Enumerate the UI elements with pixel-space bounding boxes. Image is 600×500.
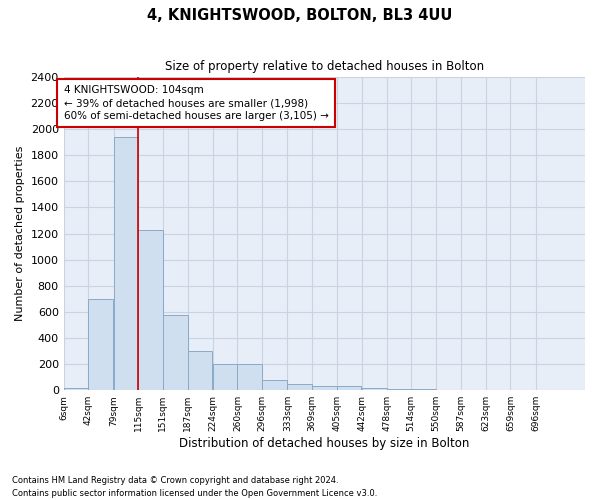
Bar: [88, 299, 113, 390]
Text: Contains HM Land Registry data © Crown copyright and database right 2024.
Contai: Contains HM Land Registry data © Crown c…: [12, 476, 377, 498]
Text: 4, KNIGHTSWOOD, BOLTON, BL3 4UU: 4, KNIGHTSWOOD, BOLTON, BL3 4UU: [148, 8, 452, 22]
Bar: [163, 315, 188, 390]
Bar: [64, 388, 88, 390]
Bar: [386, 389, 411, 390]
Bar: [188, 351, 212, 390]
Bar: [312, 386, 337, 390]
Bar: [138, 230, 163, 390]
X-axis label: Distribution of detached houses by size in Bolton: Distribution of detached houses by size …: [179, 437, 470, 450]
Bar: [287, 384, 312, 390]
Title: Size of property relative to detached houses in Bolton: Size of property relative to detached ho…: [165, 60, 484, 73]
Bar: [113, 137, 138, 390]
Y-axis label: Number of detached properties: Number of detached properties: [15, 146, 25, 322]
Bar: [411, 389, 436, 390]
Bar: [262, 380, 287, 390]
Bar: [238, 364, 262, 390]
Bar: [337, 386, 361, 390]
Text: 4 KNIGHTSWOOD: 104sqm
← 39% of detached houses are smaller (1,998)
60% of semi-d: 4 KNIGHTSWOOD: 104sqm ← 39% of detached …: [64, 85, 329, 121]
Bar: [362, 388, 386, 390]
Bar: [213, 364, 238, 390]
